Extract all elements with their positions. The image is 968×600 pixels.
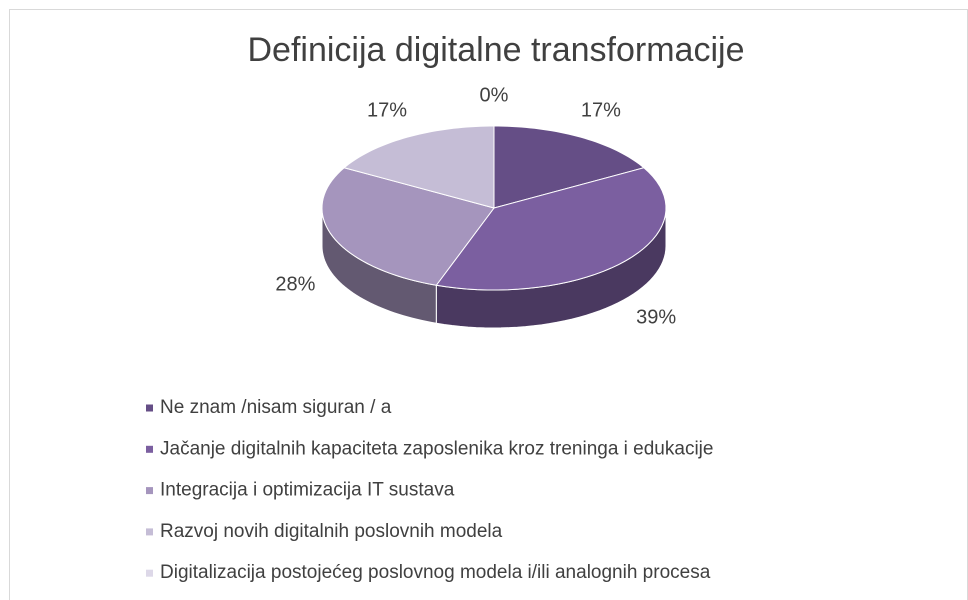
- slice: [321, 167, 495, 286]
- data-label: 28%: [275, 273, 315, 295]
- data-label: 39%: [636, 306, 676, 328]
- legend-swatch: [146, 569, 153, 577]
- legend-swatch: [146, 528, 153, 536]
- data-label: 17%: [367, 100, 407, 122]
- data-label: 17%: [581, 100, 621, 122]
- data-label: 0%: [480, 84, 509, 106]
- legend-label: Integracija i optimizacija IT sustava: [160, 480, 455, 501]
- slice: [343, 125, 495, 209]
- slice: [493, 125, 645, 209]
- legend-label: Razvoj novih digitalnih poslovnih modela: [160, 521, 503, 542]
- chart-title: Definicija digitalne transformacije: [247, 31, 744, 69]
- legend-label: Ne znam /nisam siguran / a: [160, 397, 392, 418]
- legend-swatch: [146, 487, 153, 495]
- legend-label: Jačanje digitalnih kapaciteta zaposlenik…: [160, 438, 713, 459]
- legend-swatch: [146, 445, 153, 453]
- legend-swatch: [146, 404, 153, 412]
- legend-label: Digitalizacija postojećeg poslovnog mode…: [160, 562, 711, 583]
- slice: [435, 167, 667, 291]
